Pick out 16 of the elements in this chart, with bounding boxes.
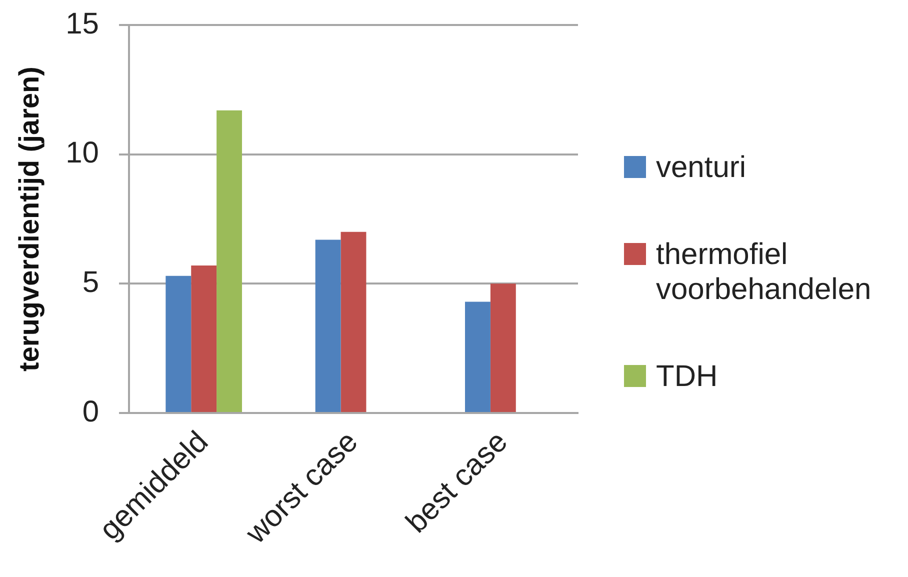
legend-label: venturi — [656, 150, 746, 185]
bar — [191, 266, 217, 412]
bar — [465, 302, 490, 412]
y-tick-label: 10 — [66, 136, 99, 170]
bar — [490, 284, 516, 412]
legend-label: thermofiel voorbehandelen — [656, 237, 872, 307]
bar — [315, 240, 341, 412]
y-axis-title: terugverdientijd (jaren) — [14, 66, 45, 372]
y-tick-label: 0 — [82, 395, 99, 428]
bar — [166, 276, 192, 412]
x-tick-label: best case — [400, 425, 514, 540]
bar — [340, 232, 366, 412]
y-tick-label: 15 — [66, 7, 99, 40]
legend-label: TDH — [656, 359, 718, 394]
bar — [216, 110, 242, 412]
y-tick-label: 5 — [82, 266, 99, 299]
